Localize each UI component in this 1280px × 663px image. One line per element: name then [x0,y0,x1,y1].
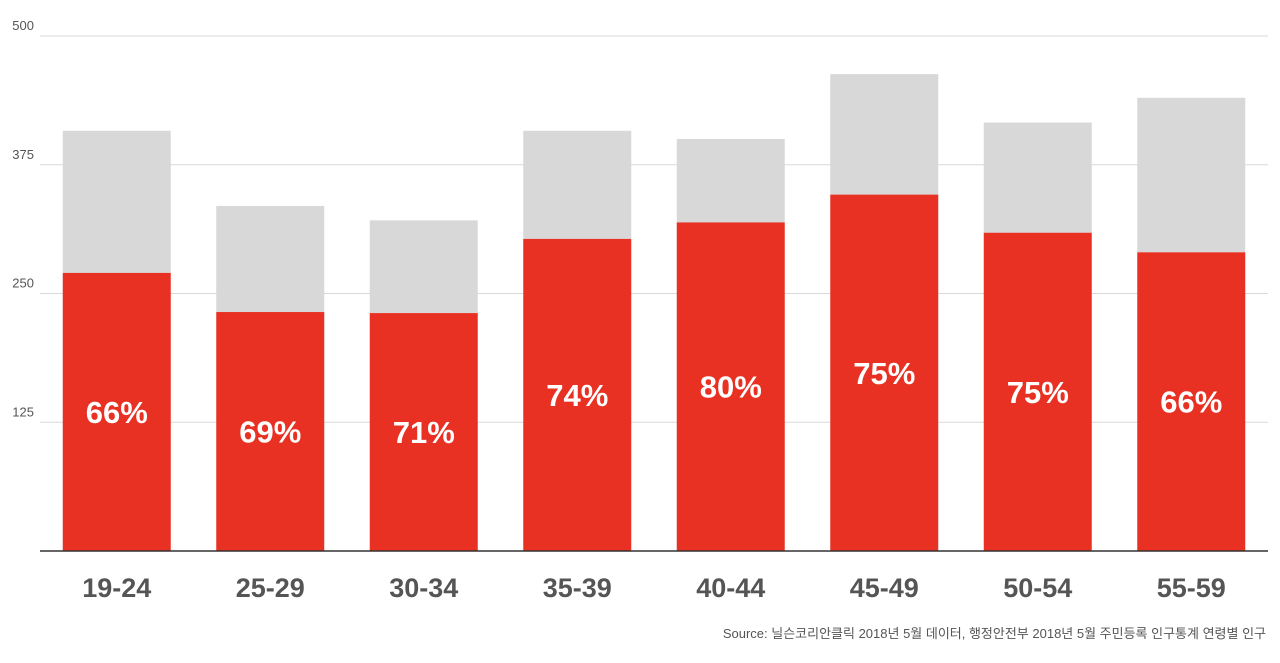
bar-segment-remainder [62,130,171,273]
y-tick-label: 375 [12,147,34,162]
y-tick-label: 250 [12,276,34,291]
bar-segment-remainder [216,205,325,313]
bar-segment-highlighted [523,238,632,551]
bar-segment-highlighted [216,312,325,551]
x-category-label: 19-24 [82,573,151,603]
y-tick-label: 125 [12,404,34,419]
x-category-label: 40-44 [696,573,765,603]
percent-label: 66% [86,395,148,430]
bar-segment-highlighted [676,222,785,551]
bar-segment-highlighted [830,194,939,551]
x-category-label: 25-29 [236,573,305,603]
bar-segment-remainder [369,220,478,314]
bar-segment-highlighted [369,313,478,551]
percent-label: 75% [853,356,915,391]
x-category-label: 50-54 [1003,573,1072,603]
bars [62,74,1246,552]
bar-segment-highlighted [1137,252,1246,552]
bar-segment-highlighted [983,232,1092,552]
y-tick-label: 500 [12,18,34,33]
x-category-label: 55-59 [1157,573,1226,603]
percent-label: 75% [1007,375,1069,410]
bar-labels: 66% 19-24 69% 25-29 71% 30-34 74% 35-39 80% 40-44… [82,356,1226,603]
percent-label: 69% [239,415,301,450]
x-category-label: 45-49 [850,573,919,603]
percent-label: 71% [393,415,455,450]
source-note: Source: 닐슨코리안클릭 2018년 5월 데이터, 행정안전부 2018… [722,626,1266,641]
bar-segment-remainder [983,122,1092,233]
percent-label: 74% [546,378,608,413]
bar-segment-remainder [523,130,632,239]
bar-segment-remainder [676,139,785,223]
x-category-label: 30-34 [389,573,458,603]
bar-segment-remainder [830,74,939,195]
x-category-label: 35-39 [543,573,612,603]
bar-segment-remainder [1137,97,1246,253]
bar-segment-highlighted [62,272,171,551]
percent-label: 66% [1160,385,1222,420]
percent-label: 80% [700,370,762,405]
